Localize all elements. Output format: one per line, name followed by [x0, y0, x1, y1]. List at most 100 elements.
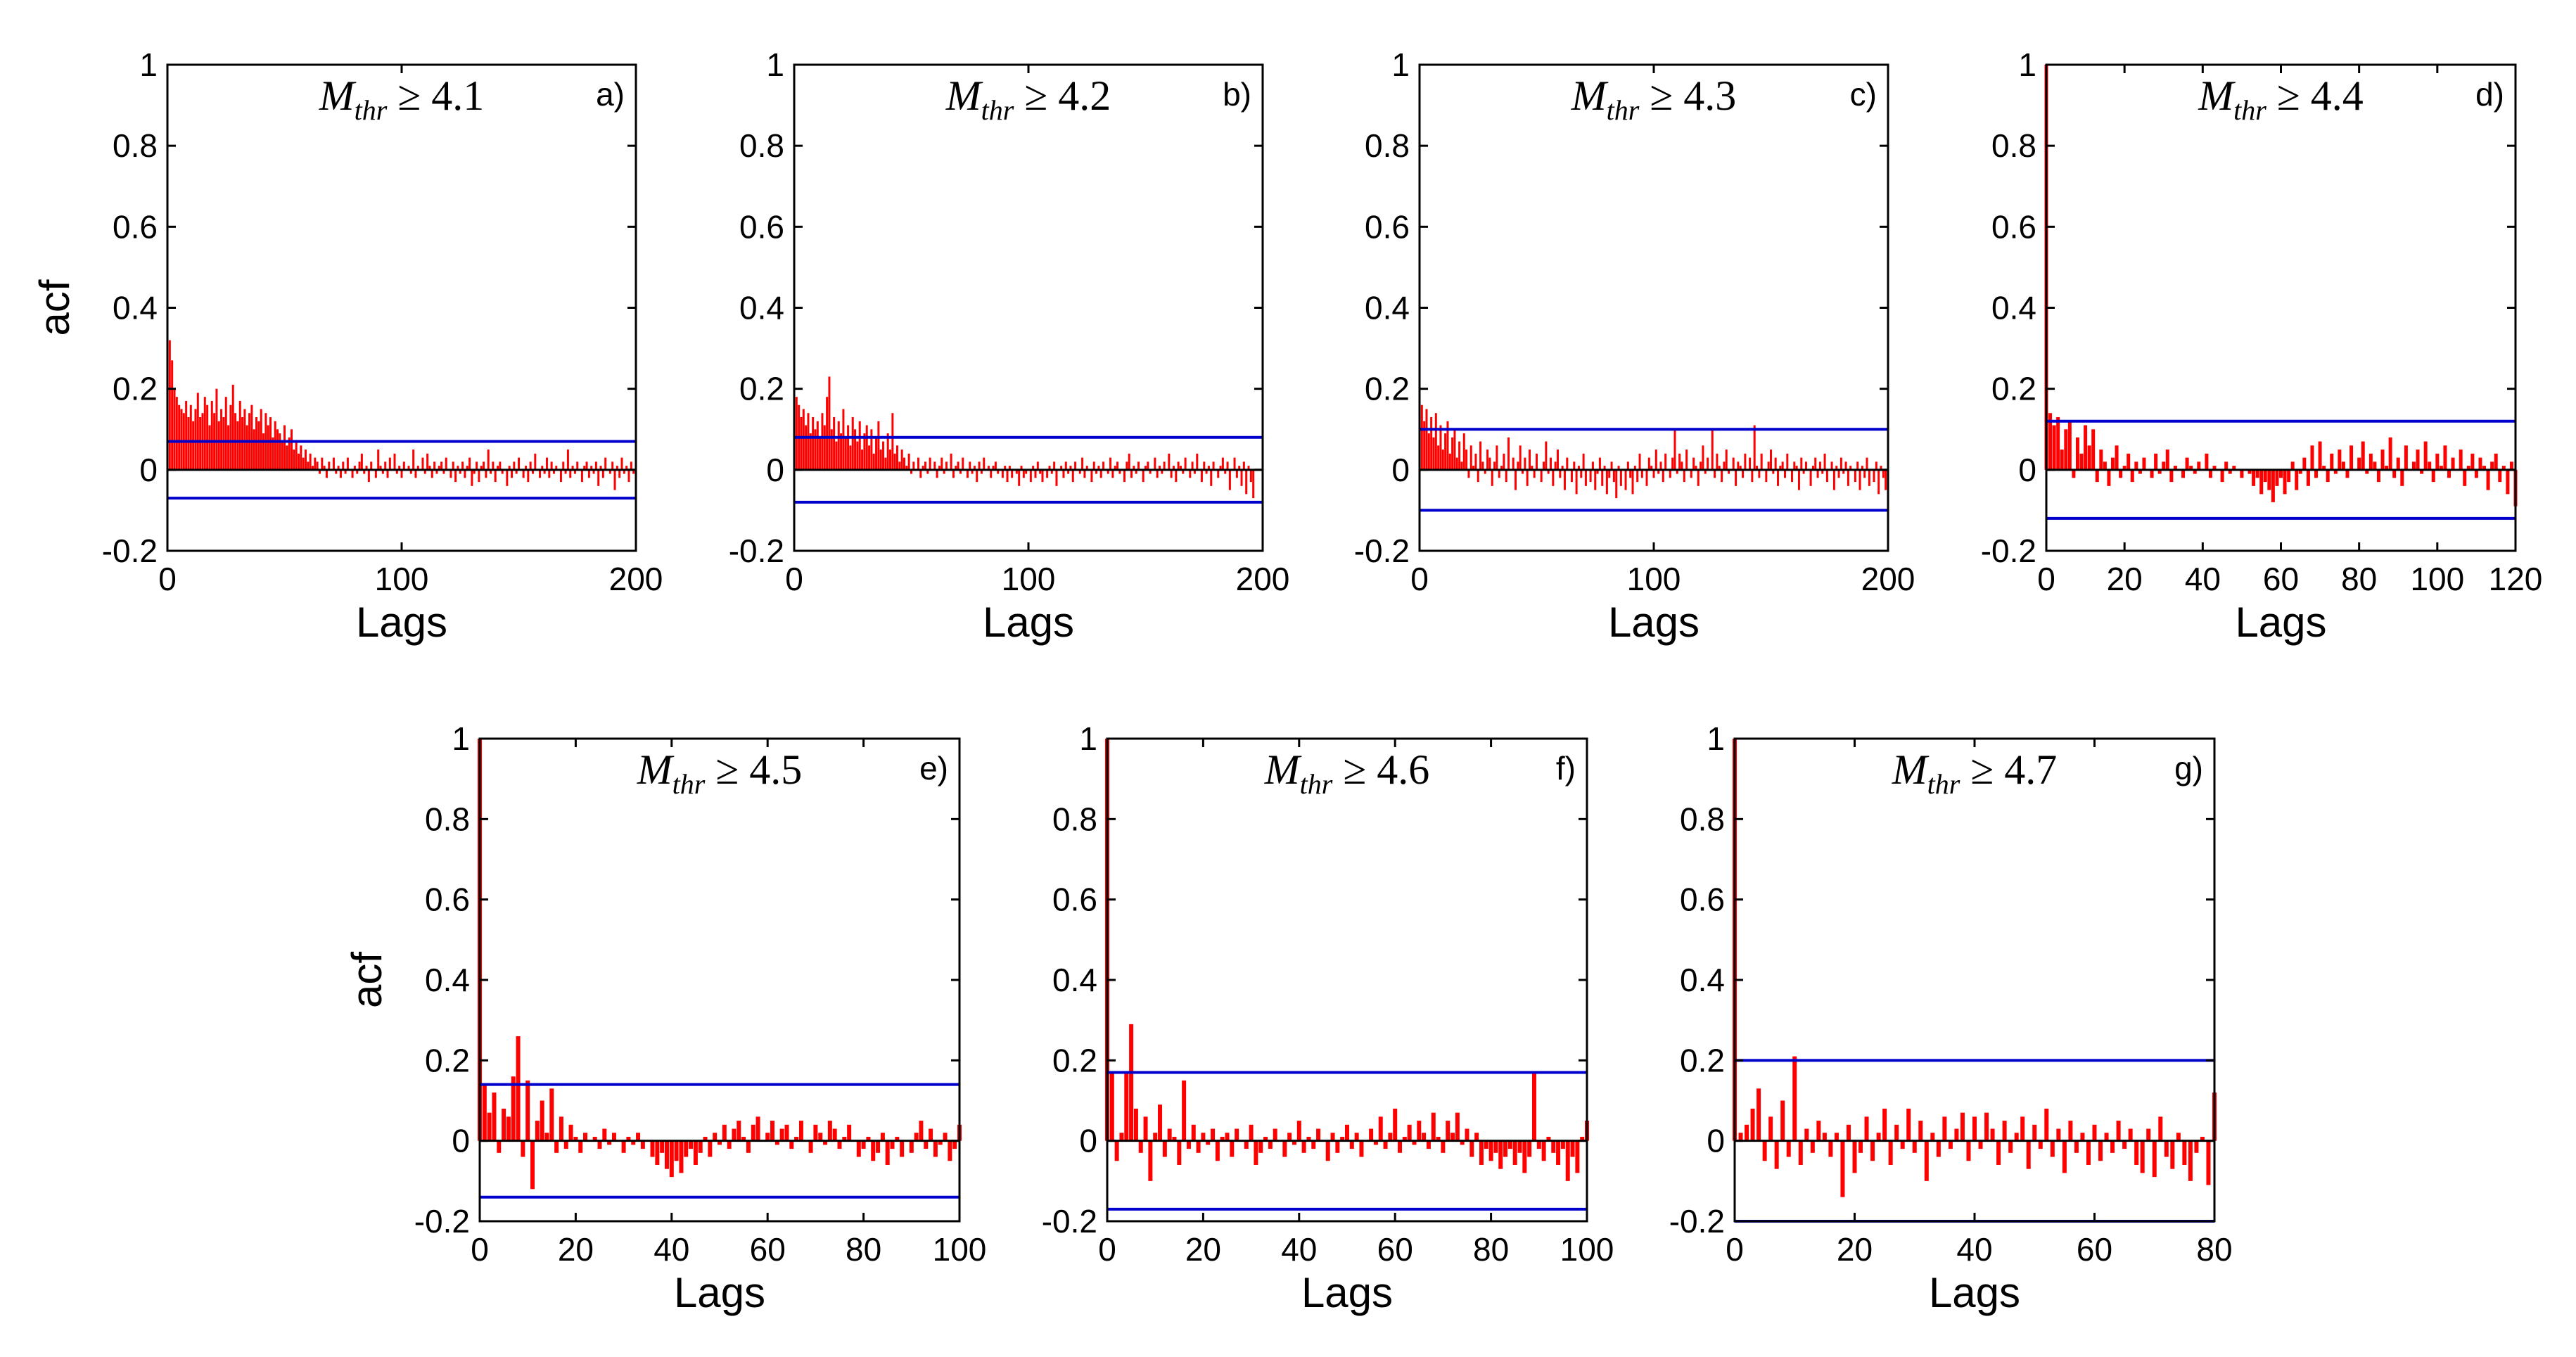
acf-bar: [2486, 469, 2490, 490]
acf-bar: [538, 469, 541, 478]
acf-bar: [2431, 469, 2435, 483]
acf-bar: [1900, 1140, 1905, 1149]
acf-bar: [1669, 469, 1671, 478]
acf-bar: [1996, 1140, 2001, 1165]
acf-bar: [2295, 469, 2299, 490]
acf-bar: [548, 469, 551, 478]
y-tick-label: 0.6: [1680, 881, 1725, 918]
acf-bar: [412, 450, 415, 470]
acf-bar: [545, 457, 548, 470]
acf-bar: [1022, 469, 1025, 478]
acf-bar: [1823, 453, 1826, 470]
acf-bar: [1702, 445, 1704, 470]
acf-bar: [1493, 1140, 1498, 1153]
acf-bar: [2173, 466, 2177, 470]
acf-bar: [1133, 466, 1135, 470]
acf-bar: [1479, 1140, 1484, 1165]
acf-bar: [1292, 1140, 1296, 1145]
acf-bar: [386, 469, 389, 478]
acf-bar: [1316, 1128, 1321, 1141]
acf-bar: [358, 461, 361, 470]
acf-bar: [1875, 461, 1877, 470]
plot-frame: [793, 63, 1264, 552]
acf-bar: [1220, 1136, 1225, 1141]
acf-bar: [402, 461, 405, 470]
acf-bar: [594, 461, 597, 470]
acf-bar: [2224, 461, 2229, 470]
acf-bar: [1430, 416, 1433, 470]
acf-bar: [1671, 457, 1674, 470]
acf-bar: [1781, 461, 1784, 470]
acf-bar: [573, 469, 576, 474]
acf-bar: [903, 457, 906, 470]
acf-bar: [435, 469, 438, 474]
acf-bar: [2150, 469, 2154, 478]
acf-bar: [602, 1128, 607, 1141]
acf-bar: [1624, 469, 1627, 490]
acf-bar: [1393, 1108, 1398, 1141]
acf-bar: [1847, 469, 1849, 486]
acf-bar: [1822, 1133, 1827, 1141]
y-tick-label: 0.2: [1052, 1042, 1097, 1078]
acf-bar: [938, 466, 941, 470]
acf-bar: [1162, 1140, 1167, 1157]
acf-bar: [1605, 469, 1608, 495]
panel-title: Mthr ≥ 4.6: [1264, 746, 1430, 800]
acf-bar: [585, 461, 588, 470]
acf-bar: [1503, 1140, 1508, 1157]
acf-bar: [1179, 466, 1182, 470]
acf-bar: [1767, 461, 1770, 470]
acf-bar: [2188, 1140, 2193, 1181]
acf-bar: [2388, 437, 2392, 470]
acf-bar: [1062, 469, 1065, 478]
acf-bar: [1126, 461, 1128, 470]
acf-bar: [1866, 457, 1868, 470]
acf-panel-e: -0.200.20.40.60.810 20 40 60 80 100LagsacfMth…: [343, 720, 986, 1316]
acf-bar: [1268, 1140, 1273, 1149]
acf-bar: [1531, 1072, 1536, 1141]
acf-bar: [485, 469, 487, 478]
acf-bar: [398, 466, 401, 470]
acf-bar: [1818, 461, 1821, 470]
acf-bar: [1240, 469, 1243, 486]
acf-bar: [1225, 1133, 1230, 1141]
acf-bar: [1683, 469, 1685, 483]
acf-bar: [541, 466, 544, 470]
acf-bar: [2176, 1133, 2181, 1141]
acf-bar: [732, 1128, 737, 1141]
acf-bar: [1107, 469, 1109, 474]
acf-bar: [1760, 453, 1763, 470]
y-tick-label: 0.2: [1365, 371, 1410, 407]
acf-bar: [1496, 445, 1498, 470]
acf-bar: [1960, 1112, 1965, 1141]
acf-bar: [698, 1140, 703, 1153]
acf-bar: [1612, 469, 1615, 483]
x-tick-label: 40: [1956, 1231, 1992, 1268]
acf-bar: [1349, 1140, 1354, 1149]
acf-bar: [987, 466, 990, 470]
acf-bar: [1877, 469, 1880, 495]
bar-series: [793, 65, 1255, 499]
acf-bar: [1795, 466, 1798, 470]
acf-bar: [926, 469, 929, 474]
acf-bar: [2038, 1140, 2043, 1149]
acf-bar: [941, 457, 943, 470]
acf-bar: [1556, 450, 1559, 470]
acf-bar: [945, 461, 948, 470]
acf-bar: [2361, 441, 2365, 470]
acf-bar: [849, 445, 852, 470]
acf-bar: [2194, 1140, 2199, 1153]
acf-bar: [1864, 1116, 1869, 1141]
acf-bar: [1460, 1140, 1465, 1145]
acf-bar: [1258, 1140, 1263, 1153]
acf-bar: [2080, 1133, 2085, 1141]
acf-bar: [877, 421, 880, 470]
acf-bar: [2146, 1128, 2151, 1141]
acf-bar: [861, 1140, 866, 1149]
acf-bar: [2501, 466, 2506, 470]
acf-bar: [819, 437, 822, 470]
acf-panel-d: -0.200.20.40.60.810 20 40 60 80 100 120LagsMth…: [1981, 46, 2543, 646]
acf-bar: [1203, 461, 1206, 470]
acf-bar: [1522, 469, 1524, 474]
acf-bar: [893, 453, 896, 470]
